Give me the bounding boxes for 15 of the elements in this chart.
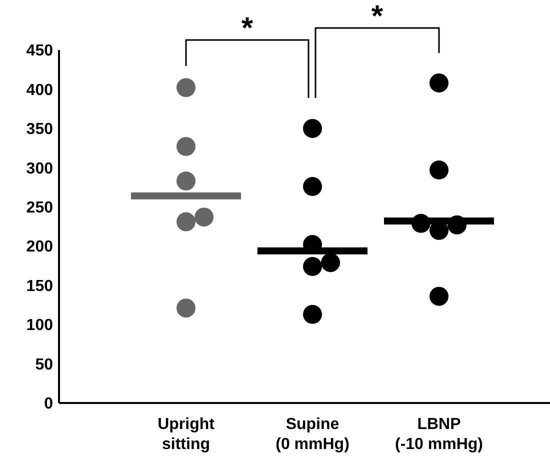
y-tick-label: 250 (26, 199, 54, 216)
text: * (241, 12, 254, 45)
y-tick-label: 350 (26, 121, 54, 138)
y-tick-label: 400 (26, 82, 54, 99)
y-tick-label: 100 (26, 317, 54, 334)
x-tick-label: Upright sitting (158, 416, 216, 453)
text: * (371, 0, 384, 33)
y-tick-label: 200 (26, 238, 54, 256)
y-tick-label: 150 (26, 278, 54, 295)
y-tick-label: 50 (35, 356, 54, 374)
y-tick-label: 0 (44, 396, 54, 413)
x-tick-label: LBNP (-10 mmHg) (394, 416, 484, 453)
y-tick-label: 300 (26, 160, 54, 178)
y-tick-label: 450 (26, 42, 54, 60)
x-tick-label: Supine (0 mmHg) (276, 416, 350, 453)
